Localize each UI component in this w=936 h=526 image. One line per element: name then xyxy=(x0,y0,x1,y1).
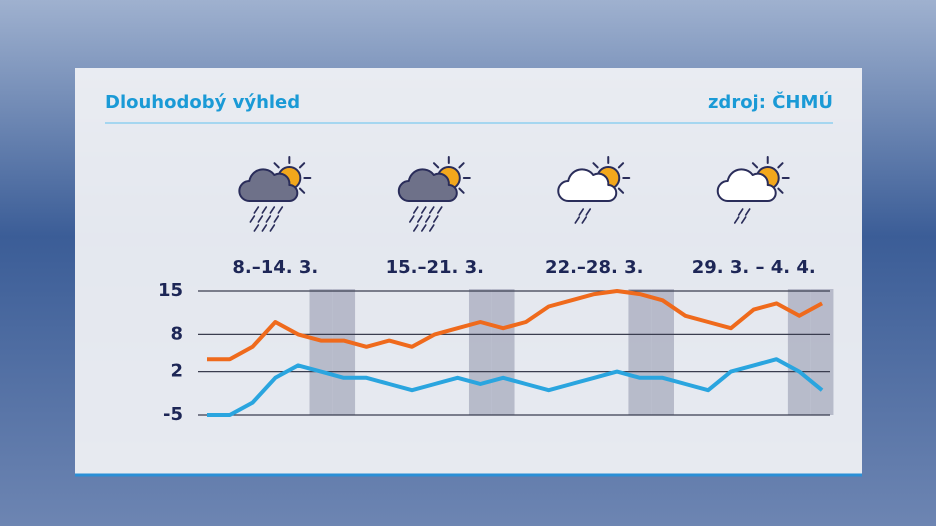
weekend-band xyxy=(332,289,356,415)
cloud xyxy=(716,168,777,202)
rain-drop xyxy=(273,215,280,223)
rain-drop xyxy=(265,215,272,223)
rain-drop xyxy=(408,215,415,223)
weekend-band xyxy=(787,289,811,415)
rain-drop xyxy=(269,206,276,214)
sun-ray xyxy=(298,187,306,194)
rain-drop xyxy=(257,215,264,223)
cloud xyxy=(238,168,299,202)
rain-drop xyxy=(261,206,268,214)
rain-drop xyxy=(277,206,284,214)
weather-icon xyxy=(397,156,471,232)
rain-drop xyxy=(416,215,423,223)
y-tick-label: 15 xyxy=(158,280,183,301)
chart-title: Dlouhodobý výhled xyxy=(105,92,300,113)
weather-icon xyxy=(716,156,790,224)
sun-ray xyxy=(298,162,306,169)
weekend-band xyxy=(651,289,674,415)
sun-ray xyxy=(458,162,465,169)
y-tick-label: -5 xyxy=(163,404,183,425)
data-line xyxy=(207,289,824,362)
rain-drop xyxy=(420,224,427,232)
data-line xyxy=(207,357,824,417)
weather-icon xyxy=(238,156,312,232)
rain-drop xyxy=(428,224,435,232)
source: zdroj: ČHMÚ xyxy=(708,91,833,113)
rain-drop xyxy=(261,224,268,232)
rain-drop xyxy=(578,208,585,216)
rain-drop xyxy=(744,208,751,216)
rain-drop xyxy=(253,206,260,214)
rain-drop xyxy=(428,206,435,214)
rain-drop xyxy=(269,224,276,232)
sun-ray xyxy=(592,162,599,169)
period-label: 15.–21. 3. xyxy=(386,257,484,278)
rain-drop xyxy=(740,216,747,224)
rain-drop xyxy=(733,216,740,224)
sun-ray xyxy=(617,187,625,194)
period-label: 8.–14. 3. xyxy=(232,257,318,278)
weekend-band xyxy=(628,289,652,415)
rain-drop xyxy=(581,216,588,224)
rain-drop xyxy=(424,215,431,223)
panel xyxy=(75,68,862,475)
weekend-band xyxy=(491,289,515,415)
rain-drop xyxy=(412,224,419,232)
cloud xyxy=(557,168,618,202)
cloud xyxy=(397,168,458,202)
sun-ray xyxy=(458,187,465,194)
rain-drop xyxy=(420,206,427,214)
rain-drop xyxy=(436,206,443,214)
rain-drop xyxy=(737,208,744,216)
y-tick-label: 8 xyxy=(170,323,183,344)
sun-ray xyxy=(777,187,784,194)
rain-drop xyxy=(249,215,256,223)
sun-ray xyxy=(273,162,280,169)
y-tick-label: 2 xyxy=(170,361,183,382)
rain-drop xyxy=(574,216,581,224)
period-label: 22.–28. 3. xyxy=(545,257,643,278)
sun-ray xyxy=(617,162,625,169)
period-label: 29. 3. – 4. 4. xyxy=(692,257,816,278)
sun-ray xyxy=(751,162,759,169)
weather-icon xyxy=(557,156,631,224)
sun-ray xyxy=(777,162,784,169)
rain-drop xyxy=(585,208,592,216)
weekend-band xyxy=(309,289,333,415)
rain-drop xyxy=(432,215,439,223)
rain-drop xyxy=(412,206,419,214)
weekend-band xyxy=(468,289,492,415)
sun-ray xyxy=(432,162,440,169)
rain-drop xyxy=(253,224,260,232)
